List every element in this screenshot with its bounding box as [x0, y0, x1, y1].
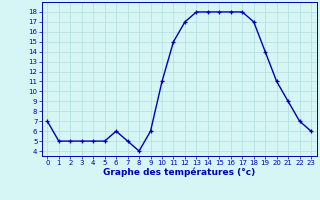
X-axis label: Graphe des températures (°c): Graphe des températures (°c) — [103, 168, 255, 177]
